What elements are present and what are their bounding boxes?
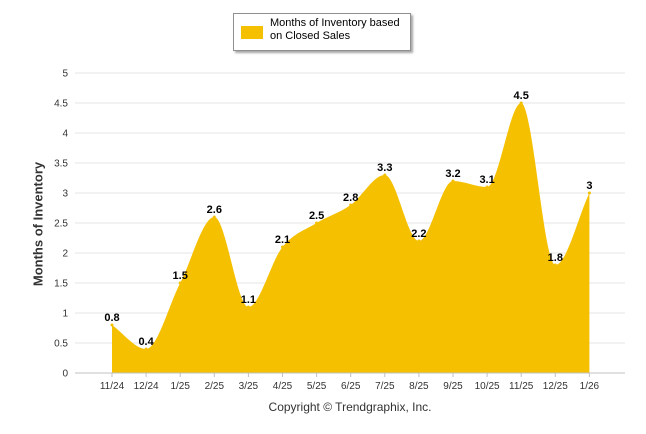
data-label: 2.1 — [275, 234, 290, 246]
data-label: 2.5 — [309, 210, 324, 222]
y-tick-label: 2 — [62, 249, 68, 260]
x-tick-label: 11/25 — [509, 381, 534, 392]
y-tick-label: 1.5 — [54, 279, 68, 290]
y-tick-label: 4 — [62, 129, 68, 140]
data-point — [246, 305, 250, 309]
data-label: 2.6 — [207, 204, 222, 216]
data-point — [451, 179, 455, 183]
x-tick-label: 4/25 — [273, 381, 293, 392]
legend-swatch — [241, 26, 263, 39]
data-point — [110, 323, 114, 327]
x-tick-label: 11/24 — [100, 381, 125, 392]
x-tick-label: 8/25 — [409, 381, 429, 392]
data-point — [212, 215, 216, 219]
data-label: 3.3 — [377, 162, 392, 174]
data-point — [553, 263, 557, 267]
data-point — [383, 173, 387, 177]
data-point — [417, 239, 421, 243]
legend-label: Months of Inventory based on Closed Sale… — [270, 17, 400, 42]
data-point — [281, 245, 284, 249]
data-label: 0.4 — [138, 336, 154, 348]
data-labels: 0.8 0.4 1.5 2.6 1.1 2.1 2.5 2.8 3.3 2.2 3.2 3.1 4.5 1… — [104, 90, 592, 348]
y-tick-label: 3.5 — [54, 159, 68, 170]
data-point — [587, 191, 591, 195]
data-point — [144, 347, 148, 351]
data-label: 4.5 — [514, 90, 529, 102]
x-tick-label: 12/24 — [134, 381, 159, 392]
x-tick-label: 2/25 — [205, 381, 225, 392]
data-label: 2.8 — [343, 192, 358, 204]
data-point — [178, 281, 182, 285]
data-label: 1.5 — [173, 270, 188, 282]
y-tick-label: 1 — [62, 309, 68, 320]
series-area — [110, 101, 591, 373]
chart-legend: Months of Inventory based on Closed Sale… — [233, 13, 411, 51]
x-tick-label: 10/25 — [475, 381, 500, 392]
data-label: 2.2 — [411, 228, 426, 240]
data-point — [349, 203, 353, 207]
x-tick-label: 1/25 — [170, 381, 190, 392]
data-point — [315, 221, 319, 225]
data-label: 3.1 — [479, 174, 494, 186]
data-point — [519, 101, 523, 105]
x-tick-label: 3/25 — [239, 381, 259, 392]
y-tick-label: 0.5 — [54, 339, 68, 350]
y-tick-label: 5 — [62, 69, 68, 80]
data-label: 3 — [586, 180, 592, 192]
x-tick-label: 6/25 — [341, 381, 361, 392]
x-tick-label: 5/25 — [307, 381, 327, 392]
y-tick-label: 0 — [62, 369, 68, 380]
data-point — [485, 185, 489, 189]
y-tick-label: 2.5 — [54, 219, 68, 230]
data-label: 0.8 — [104, 312, 119, 324]
axes: 0 0.5 1 1.5 2 2.5 3 3.5 4 4.5 5 11/24 12/24 1/25 2/25 3… — [54, 69, 625, 392]
x-tick-label: 9/25 — [443, 381, 463, 392]
x-tick-label: 1/26 — [580, 381, 600, 392]
copyright-text: Copyright © Trendgraphix, Inc. — [268, 400, 432, 414]
data-label: 1.8 — [548, 252, 563, 264]
series-area-fill — [112, 103, 590, 373]
x-tick-label: 7/25 — [375, 381, 395, 392]
y-tick-label: 3 — [62, 189, 68, 200]
x-tick-label: 12/25 — [543, 381, 568, 392]
y-tick-label: 4.5 — [54, 99, 68, 110]
data-label: 1.1 — [241, 294, 256, 306]
data-label: 3.2 — [445, 168, 460, 180]
